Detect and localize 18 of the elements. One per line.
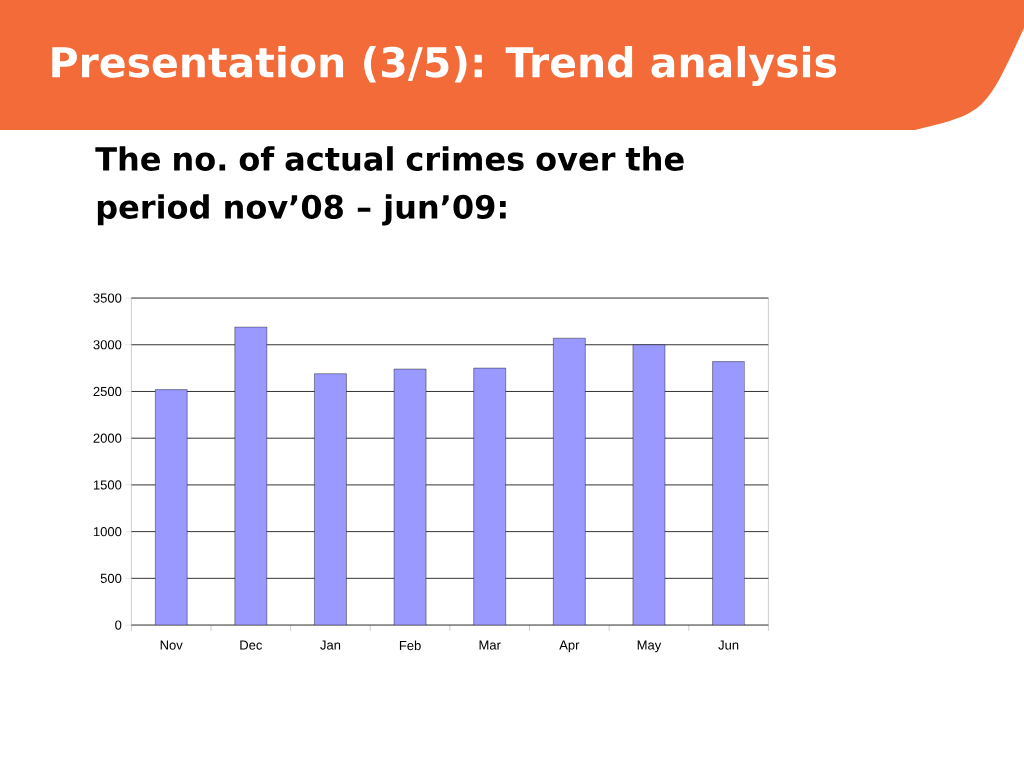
- x-tick-label: Dec: [240, 640, 263, 650]
- y-tick-label: 500: [100, 573, 122, 583]
- y-tick-label: 0: [115, 620, 122, 630]
- x-tick-label: Feb: [399, 640, 421, 651]
- x-tick-label: Nov: [160, 640, 183, 650]
- x-tick-label: Jan: [320, 640, 341, 650]
- y-tick-label: 2500: [93, 386, 122, 397]
- y-tick-label: 1000: [93, 527, 122, 537]
- chart-subtitle: The no. of actual crimes over the period nov’08 – jun’09:: [95, 146, 684, 226]
- chart-title: Presentation (3/5): Trend analysis: [52, 45, 837, 86]
- y-tick-label: 1500: [93, 480, 122, 490]
- x-tick-label: Apr: [559, 640, 580, 653]
- y-tick-label: 3000: [93, 340, 122, 350]
- x-tick-label: Mar: [479, 640, 501, 650]
- y-tick-label: 2000: [93, 433, 122, 443]
- x-tick-label: May: [637, 640, 662, 653]
- y-tick-label: 3500: [93, 293, 122, 303]
- x-tick-label: Jun: [718, 640, 739, 650]
